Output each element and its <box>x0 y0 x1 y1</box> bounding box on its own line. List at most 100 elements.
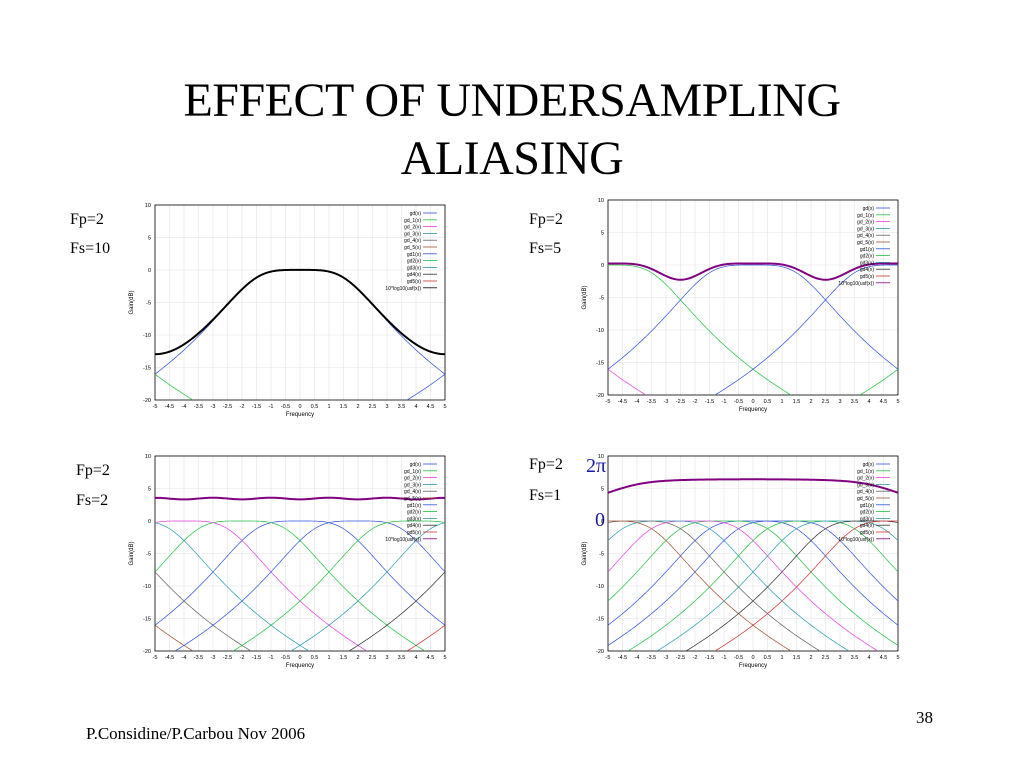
legend-label: gd_4(x) <box>857 233 874 239</box>
x-tick-label: 3 <box>838 399 841 405</box>
legend-label: gd2(x) <box>407 259 422 265</box>
x-tick-label: -2.5 <box>676 399 685 405</box>
x-tick-label: -5 <box>153 404 158 410</box>
legend-label: gd1(x) <box>860 247 875 253</box>
legend-label: gd3(x) <box>407 516 422 522</box>
series-line-gd-4-x <box>155 571 252 651</box>
x-tick-label: -2.5 <box>223 404 232 410</box>
x-tick-label: 2.5 <box>822 655 830 661</box>
x-tick-label: 0.5 <box>311 404 319 410</box>
y-axis-label: Gain(dB) <box>582 285 588 309</box>
y-tick-label: -5 <box>146 301 151 307</box>
x-tick-label: -4.5 <box>165 655 174 661</box>
y-tick-label: 0 <box>601 263 604 269</box>
x-axis-label: Frequency <box>739 663 767 669</box>
series-line-gd1-x <box>608 520 898 646</box>
x-tick-label: -1.5 <box>705 399 714 405</box>
x-tick-label: 1 <box>327 655 330 661</box>
x-tick-label: -1 <box>269 404 274 410</box>
series-line-gd4-x <box>685 520 898 651</box>
x-tick-label: 3 <box>385 404 388 410</box>
legend-label: gd5(x) <box>407 279 422 285</box>
y-tick-label: -20 <box>596 393 604 399</box>
series-line-10-log10-usf-x <box>155 268 445 356</box>
series-line-gd3-x <box>290 522 445 651</box>
x-tick-label: 0 <box>751 399 754 405</box>
x-tick-label: 2 <box>809 399 812 405</box>
y-tick-label: 10 <box>145 203 151 209</box>
x-tick-label: 4.5 <box>427 404 435 410</box>
x-tick-label: -3 <box>664 399 669 405</box>
chart-fs1: -5 -4.5 -4 -3.5 -3 -2.5 -2 -1.5 -1 -0.5 0 0.5 1 1.5 2 2… <box>582 454 900 669</box>
y-axis-label: Gain(dB) <box>129 541 135 565</box>
legend-label: gd_3(x) <box>404 482 421 488</box>
two-pi-annotation: 2π <box>586 455 607 477</box>
y-tick-label: 5 <box>148 487 151 493</box>
x-tick-label: -4.5 <box>165 404 174 410</box>
series-line-10-log10-usf-x <box>155 496 445 501</box>
legend-label: gd1(x) <box>407 503 422 509</box>
series-line-gd1-x <box>714 264 898 395</box>
x-tick-label: -2 <box>693 655 698 661</box>
x-tick-label: -4 <box>182 404 187 410</box>
legend-label: gd4(x) <box>407 523 422 529</box>
x-tick-label: 3.5 <box>851 655 859 661</box>
x-tick-label: 4.5 <box>427 655 435 661</box>
legend-label: 10*log10(usf(x)) <box>838 281 874 287</box>
page-number: 38 <box>916 708 933 727</box>
x-tick-label: 0.5 <box>311 655 319 661</box>
y-tick-label: -15 <box>596 361 604 367</box>
x-tick-label: 1.5 <box>793 655 801 661</box>
footer-credit: P.Considine/P.Carbou Nov 2006 <box>86 724 306 743</box>
y-tick-label: 5 <box>601 487 604 493</box>
series-line-10-log10-usf-x <box>608 478 898 494</box>
x-tick-label: -1 <box>269 655 274 661</box>
x-tick-label: 0.5 <box>764 655 772 661</box>
legend-label: gd_3(x) <box>404 231 421 237</box>
series-group <box>155 268 445 400</box>
legend-label: gd1(x) <box>860 503 875 509</box>
legend-label: gd_2(x) <box>857 220 874 226</box>
legend-label: gd_3(x) <box>857 482 874 488</box>
x-tick-label: 5 <box>896 655 899 661</box>
y-axis-label: Gain(dB) <box>129 290 135 314</box>
x-tick-label: 0 <box>298 655 301 661</box>
panel-1-fs-label: Fs=10 <box>70 240 111 257</box>
x-axis-label: Frequency <box>739 407 767 413</box>
plot-frame <box>607 199 899 396</box>
legend-label: gd5(x) <box>407 530 422 536</box>
x-tick-label: -3.5 <box>194 655 203 661</box>
x-tick-label: -2.5 <box>223 655 232 661</box>
x-tick-label: 1 <box>780 655 783 661</box>
y-tick-label: -10 <box>143 333 151 339</box>
y-tick-label: -20 <box>596 649 604 655</box>
x-tick-label: -5 <box>606 655 611 661</box>
x-tick-label: -5 <box>153 655 158 661</box>
x-tick-label: 2.5 <box>369 655 377 661</box>
x-tick-label: -3.5 <box>647 655 656 661</box>
legend-label: gd_2(x) <box>404 476 421 482</box>
legend-label: gd_1(x) <box>857 213 874 219</box>
x-tick-label: 1.5 <box>793 399 801 405</box>
x-tick-label: -1 <box>722 399 727 405</box>
x-tick-label: 2 <box>809 655 812 661</box>
legend-label: gd(x) <box>863 206 875 212</box>
legend-label: gd_5(x) <box>404 496 421 502</box>
x-tick-label: 1 <box>780 399 783 405</box>
legend-label: gd_3(x) <box>857 226 874 232</box>
legend-label: gd_4(x) <box>404 489 421 495</box>
series-line-gd2-x <box>232 520 445 651</box>
x-tick-label: -4 <box>182 655 187 661</box>
series-group <box>155 496 445 651</box>
x-tick-label: -0.5 <box>281 404 290 410</box>
y-tick-label: 10 <box>145 454 151 460</box>
legend-label: gd4(x) <box>407 272 422 278</box>
x-tick-label: -3 <box>211 655 216 661</box>
legend-label: gd4(x) <box>860 267 875 273</box>
x-tick-label: -0.5 <box>734 399 743 405</box>
chart-fs2: -5 -4.5 -4 -3.5 -3 -2.5 -2 -1.5 -1 -0.5 0 0.5 1 1.5 2 2… <box>129 454 447 669</box>
x-tick-label: -3 <box>664 655 669 661</box>
title-line-1: EFFECT OF UNDERSAMPLING <box>183 74 841 127</box>
slide-title: EFFECT OF UNDERSAMPLING ALIASING <box>0 72 1024 188</box>
y-tick-label: 0 <box>601 519 604 525</box>
